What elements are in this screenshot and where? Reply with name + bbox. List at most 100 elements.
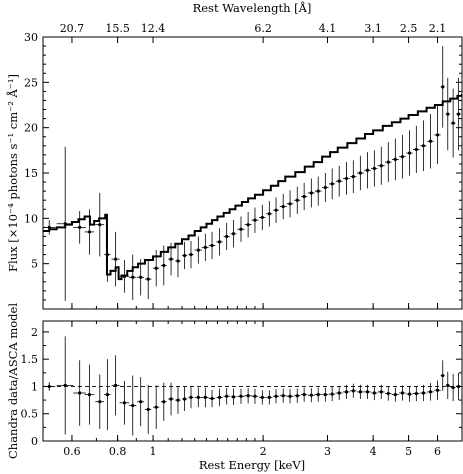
flux-point-43: [379, 164, 383, 168]
ratio-point-31: [295, 394, 299, 398]
wavelength-tick-label-6: 2.5: [400, 22, 418, 35]
ratio-point-16: [189, 395, 193, 399]
flux-point-35: [323, 185, 327, 190]
flux-point-22: [231, 232, 236, 236]
wavelength-tick-label-7: 2.1: [429, 22, 447, 35]
flux-point-46: [400, 155, 405, 159]
ratio-point-14: [176, 398, 180, 402]
flux-point-36: [330, 182, 334, 186]
ratio-point-47: [407, 392, 412, 396]
flux-point-44: [386, 160, 390, 164]
ratio-y-tick-label-2: 1: [31, 380, 38, 393]
ratio-point-23: [239, 394, 243, 398]
flux-point-13: [169, 257, 173, 261]
flux-point-51: [435, 133, 440, 137]
ratio-point-41: [365, 390, 370, 394]
flux-point-12: [162, 263, 166, 268]
ratio-point-48: [414, 391, 418, 396]
flux-point-52: [441, 85, 445, 89]
ratio-y-tick-label-4: 2: [31, 326, 38, 339]
flux-panel-ticks: 20.7 15.5 12.4 6.2 4.1 3.1 2.5 2.1 5 10 15 20 25 30: [24, 22, 463, 309]
x-tick-label-2: 1: [150, 445, 157, 458]
flux-point-21: [225, 234, 229, 239]
flux-point-0: [47, 225, 51, 229]
ratio-point-37: [337, 391, 341, 395]
x-axis-label: Rest Energy [keV]: [199, 458, 305, 472]
wavelength-tick-label-5: 3.1: [364, 22, 382, 35]
ratio-point-24: [246, 394, 250, 398]
ratio-point-39: [351, 389, 355, 393]
x-tick-label-3: 2: [260, 445, 267, 458]
wavelength-tick-label-2: 12.4: [141, 22, 166, 35]
ratio-point-50: [428, 390, 433, 394]
flux-point-17: [196, 248, 200, 252]
flux-point-29: [281, 204, 285, 209]
ratio-point-13: [169, 397, 173, 401]
ratio-point-54: [451, 385, 455, 390]
flux-point-48: [414, 147, 418, 152]
flux-point-30: [288, 202, 292, 206]
flux-point-53: [446, 112, 450, 116]
flux-point-45: [393, 157, 397, 161]
flux-point-34: [316, 189, 320, 193]
flux-y-tick-label-4: 25: [24, 76, 38, 89]
ratio-point-4: [98, 400, 102, 404]
flux-point-31: [295, 198, 299, 202]
flux-point-16: [189, 253, 193, 257]
ratio-y-axis-label: Chandra data/ASCA model: [6, 303, 20, 459]
flux-point-24: [246, 223, 250, 227]
ratio-point-25: [253, 394, 257, 398]
wavelength-tick-label-3: 6.2: [254, 22, 272, 35]
ratio-point-2: [78, 391, 82, 395]
x-tick-label-1: 0.8: [109, 445, 127, 458]
flux-y-tick-label-3: 20: [24, 122, 38, 135]
ratio-point-5: [105, 393, 109, 397]
ratio-point-53: [446, 383, 450, 387]
ratio-point-43: [379, 390, 383, 394]
ratio-point-34: [316, 393, 320, 397]
flux-y-tick-label-2: 15: [24, 167, 38, 180]
flux-point-26: [260, 215, 264, 220]
flux-point-23: [239, 227, 243, 231]
flux-point-15: [183, 253, 187, 258]
flux-point-55: [456, 112, 461, 116]
flux-y-axis-label: Flux [×10⁻⁴ photons s⁻¹ cm⁻² Å⁻¹]: [6, 74, 20, 272]
ratio-point-28: [274, 394, 278, 398]
flux-point-47: [407, 151, 412, 155]
flux-point-8: [131, 275, 135, 279]
flux-point-42: [372, 166, 376, 171]
ratio-point-19: [210, 396, 214, 401]
ratio-point-26: [260, 395, 264, 399]
x-tick-label-6: 5: [405, 445, 412, 458]
flux-point-9: [139, 275, 143, 279]
ratio-point-8: [131, 403, 135, 408]
flux-point-39: [351, 175, 355, 179]
x-tick-label-0: 0.6: [63, 445, 81, 458]
ratio-point-38: [344, 390, 349, 394]
ratio-point-32: [302, 393, 306, 397]
flux-point-3: [87, 230, 92, 234]
flux-point-19: [210, 243, 214, 248]
flux-point-40: [358, 171, 362, 175]
ratio-point-42: [372, 391, 376, 395]
ratio-data-points: [43, 336, 461, 436]
flux-panel-frame: [42, 36, 463, 310]
ratio-point-33: [309, 393, 313, 397]
ratio-point-17: [196, 395, 200, 399]
flux-point-11: [154, 266, 158, 270]
flux-point-32: [302, 194, 306, 199]
x-tick-label-7: 6: [434, 445, 441, 458]
ratio-point-6: [114, 383, 118, 387]
ratio-point-11: [154, 405, 158, 409]
ratio-point-7: [122, 401, 127, 405]
ratio-y-tick-label-3: 1.5: [21, 353, 39, 366]
flux-point-4: [98, 223, 102, 227]
wavelength-tick-label-4: 4.1: [319, 22, 337, 35]
flux-point-54: [451, 121, 455, 125]
model-step-curve: [43, 94, 462, 281]
ratio-point-20: [217, 395, 222, 399]
wavelength-tick-label-0: 20.7: [60, 22, 85, 35]
ratio-point-21: [225, 394, 229, 398]
ratio-point-46: [400, 391, 405, 395]
top-axis-label: Rest Wavelength [Å]: [193, 1, 312, 15]
